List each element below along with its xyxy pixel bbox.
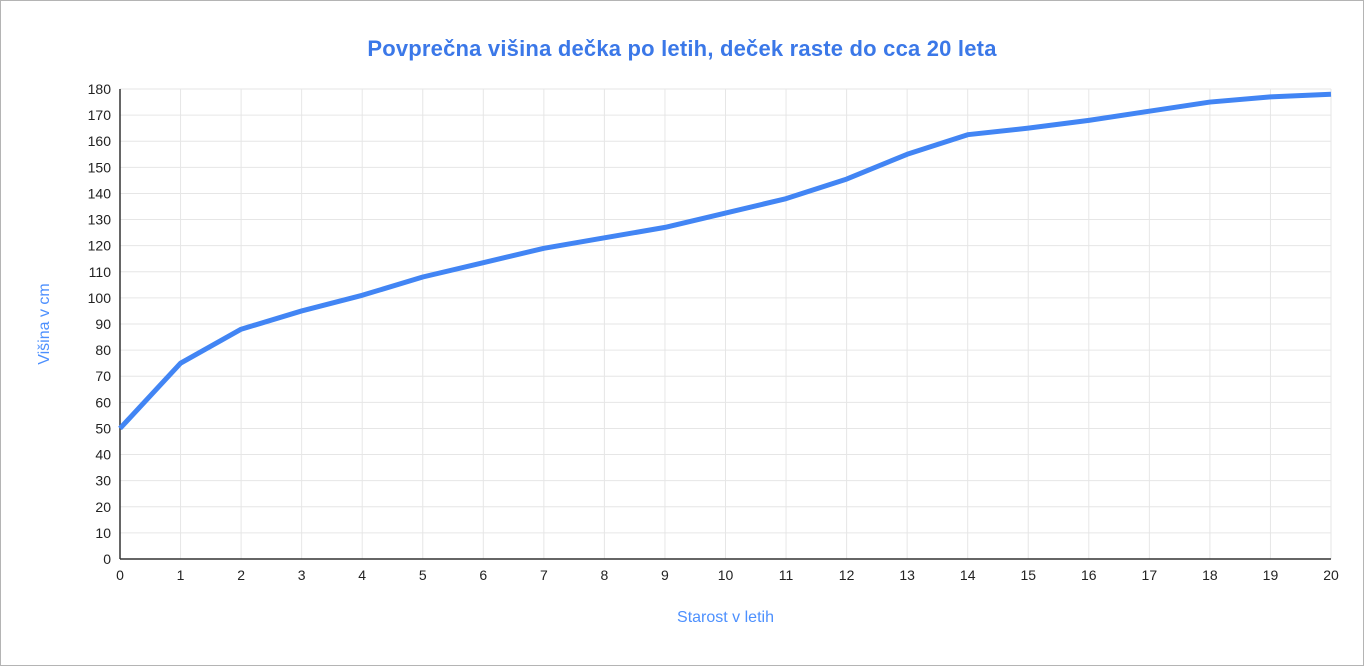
y-tick-label: 150 bbox=[88, 159, 112, 175]
x-tick-label: 16 bbox=[1081, 567, 1097, 583]
y-tick-label: 100 bbox=[88, 290, 112, 306]
y-tick-label: 70 bbox=[95, 368, 111, 384]
x-tick-label: 10 bbox=[718, 567, 734, 583]
y-tick-label: 50 bbox=[95, 420, 111, 436]
x-tick-label: 2 bbox=[237, 567, 245, 583]
x-tick-label: 1 bbox=[177, 567, 185, 583]
x-tick-label: 13 bbox=[899, 567, 915, 583]
data-line-series bbox=[118, 91, 1332, 431]
x-tick-label: 17 bbox=[1142, 567, 1158, 583]
y-tick-label: 90 bbox=[95, 316, 111, 332]
x-tick-label: 18 bbox=[1202, 567, 1218, 583]
x-tick-label: 20 bbox=[1323, 567, 1339, 583]
y-tick-label: 130 bbox=[88, 212, 112, 228]
y-tick-label: 120 bbox=[88, 238, 112, 254]
x-tick-label: 12 bbox=[839, 567, 855, 583]
x-tick-label: 15 bbox=[1020, 567, 1036, 583]
x-tick-label: 3 bbox=[298, 567, 306, 583]
y-tick-label: 110 bbox=[89, 264, 112, 280]
y-tick-label: 30 bbox=[95, 473, 111, 489]
x-tick-label: 8 bbox=[601, 567, 609, 583]
x-tick-label: 7 bbox=[540, 567, 548, 583]
x-tick-label: 14 bbox=[960, 567, 976, 583]
y-tick-label: 10 bbox=[95, 525, 111, 541]
x-axis-title: Starost v letih bbox=[677, 609, 774, 626]
x-tick-label: 6 bbox=[479, 567, 487, 583]
x-tick-label: 9 bbox=[661, 567, 669, 583]
x-tick-label: 19 bbox=[1263, 567, 1279, 583]
x-tick-label: 0 bbox=[116, 567, 124, 583]
y-tick-label: 180 bbox=[88, 81, 112, 97]
y-tick-label: 170 bbox=[88, 107, 112, 123]
x-tick-label: 11 bbox=[779, 567, 794, 583]
y-tick-label: 20 bbox=[95, 499, 111, 515]
y-tick-label: 40 bbox=[95, 447, 111, 463]
y-tick-label: 140 bbox=[88, 185, 112, 201]
y-tick-label: 160 bbox=[88, 133, 112, 149]
y-tick-label: 80 bbox=[95, 342, 111, 358]
chart-title: Povprečna višina dečka po letih, deček r… bbox=[367, 36, 997, 61]
x-tick-label: 4 bbox=[358, 567, 366, 583]
y-tick-label: 60 bbox=[95, 394, 111, 410]
y-axis-title: Višina v cm bbox=[36, 283, 53, 365]
x-tick-label: 5 bbox=[419, 567, 427, 583]
y-tick-label: 0 bbox=[103, 551, 111, 567]
